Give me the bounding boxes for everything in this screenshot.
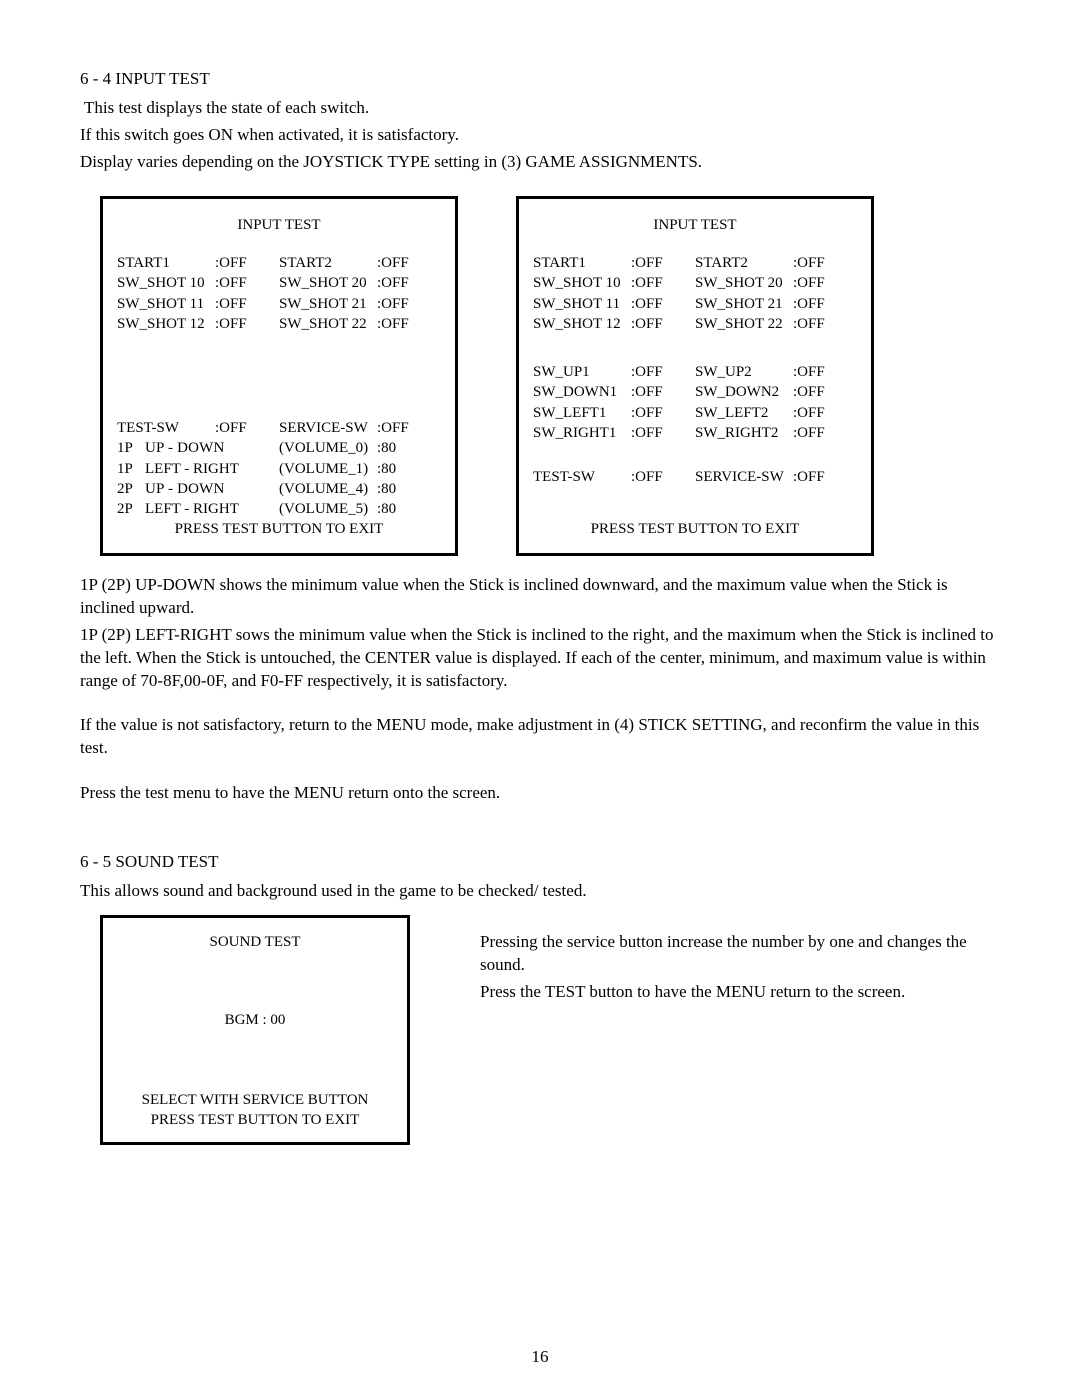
panel-right-colB-bot: SERVICE-SW:OFF xyxy=(695,467,857,487)
sound-side-p2: Press the TEST button to have the MENU r… xyxy=(480,981,1000,1004)
panel-left-colA-bot: TEST-SW:OFF 1PUP - DOWN 1PLEFT - RIGHT 2… xyxy=(117,418,279,519)
kv-row: (VOLUME_0):80 xyxy=(279,438,441,458)
kv-row: SW_SHOT 22:OFF xyxy=(695,314,857,334)
sound-bgm-value: BGM : 00 xyxy=(115,1010,395,1030)
panel-right-colB-top: START2:OFF SW_SHOT 20:OFF SW_SHOT 21:OFF… xyxy=(695,253,857,334)
kv-row: SERVICE-SW:OFF xyxy=(279,418,441,438)
body-p2: 1P (2P) LEFT-RIGHT sows the minimum valu… xyxy=(80,624,1000,693)
panel-mid-cols: SW_UP1:OFF SW_DOWN1:OFF SW_LEFT1:OFF SW_… xyxy=(533,362,857,457)
panel-left-colB-top: START2:OFF SW_SHOT 20:OFF SW_SHOT 21:OFF… xyxy=(279,253,441,334)
sound-panel-footer: SELECT WITH SERVICE BUTTON PRESS TEST BU… xyxy=(103,1090,407,1131)
stick-row: 1PUP - DOWN xyxy=(117,438,279,458)
kv-row: START1:OFF xyxy=(533,253,695,273)
kv-row: TEST-SW:OFF xyxy=(117,418,279,438)
input-test-panel-digital: INPUT TEST START1:OFF SW_SHOT 10:OFF SW_… xyxy=(516,196,874,556)
sound-side-p1: Pressing the service button increase the… xyxy=(480,931,1000,977)
kv-row: SW_SHOT 21:OFF xyxy=(695,294,857,314)
panel-exit-text: PRESS TEST BUTTON TO EXIT xyxy=(519,519,871,539)
panel-bot-cols: TEST-SW:OFF 1PUP - DOWN 1PLEFT - RIGHT 2… xyxy=(117,418,441,519)
kv-row: SW_RIGHT2:OFF xyxy=(695,423,857,443)
kv-row: SW_SHOT 21:OFF xyxy=(279,294,441,314)
body-p4: Press the test menu to have the MENU ret… xyxy=(80,782,1000,805)
panel-right-colB-mid: SW_UP2:OFF SW_DOWN2:OFF SW_LEFT2:OFF SW_… xyxy=(695,362,857,443)
kv-row: SW_SHOT 20:OFF xyxy=(279,273,441,293)
sound-side-text: Pressing the service button increase the… xyxy=(480,915,1000,1008)
panel-top-cols: START1:OFF SW_SHOT 10:OFF SW_SHOT 11:OFF… xyxy=(117,253,441,348)
kv-row: SW_SHOT 10:OFF xyxy=(117,273,279,293)
kv-row: SW_SHOT 11:OFF xyxy=(117,294,279,314)
input-intro-1: This test displays the state of each swi… xyxy=(84,97,1000,120)
kv-row: SW_SHOT 12:OFF xyxy=(533,314,695,334)
panel-bot-cols: TEST-SW:OFF SERVICE-SW:OFF xyxy=(533,467,857,487)
page-number: 16 xyxy=(0,1346,1080,1369)
panel-right-colA-bot: TEST-SW:OFF xyxy=(533,467,695,487)
kv-row: SERVICE-SW:OFF xyxy=(695,467,857,487)
kv-row: SW_LEFT2:OFF xyxy=(695,403,857,423)
stick-row: 1PLEFT - RIGHT xyxy=(117,459,279,479)
panel-left-colB-bot: SERVICE-SW:OFF (VOLUME_0):80 (VOLUME_1):… xyxy=(279,418,441,519)
kv-row: SW_SHOT 12:OFF xyxy=(117,314,279,334)
sound-foot1: SELECT WITH SERVICE BUTTON xyxy=(103,1090,407,1110)
kv-row: SW_UP1:OFF xyxy=(533,362,695,382)
panel-title: INPUT TEST xyxy=(533,215,857,235)
kv-row: SW_SHOT 11:OFF xyxy=(533,294,695,314)
kv-row: SW_DOWN1:OFF xyxy=(533,382,695,402)
kv-row: (VOLUME_5):80 xyxy=(279,499,441,519)
input-test-heading: 6 - 4 INPUT TEST xyxy=(80,68,1000,91)
sound-foot2: PRESS TEST BUTTON TO EXIT xyxy=(103,1110,407,1130)
input-intro-2: If this switch goes ON when activated, i… xyxy=(80,124,1000,147)
panel-top-cols: START1:OFF SW_SHOT 10:OFF SW_SHOT 11:OFF… xyxy=(533,253,857,348)
kv-row: SW_SHOT 20:OFF xyxy=(695,273,857,293)
kv-row: START2:OFF xyxy=(695,253,857,273)
body-p1: 1P (2P) UP-DOWN shows the minimum value … xyxy=(80,574,1000,620)
kv-row: (VOLUME_1):80 xyxy=(279,459,441,479)
sound-panel-title: SOUND TEST xyxy=(115,932,395,952)
panel-right-colA-top: START1:OFF SW_SHOT 10:OFF SW_SHOT 11:OFF… xyxy=(533,253,695,334)
input-test-panel-analog: INPUT TEST START1:OFF SW_SHOT 10:OFF SW_… xyxy=(100,196,458,556)
sound-test-heading: 6 - 5 SOUND TEST xyxy=(80,851,1000,874)
kv-row: SW_LEFT1:OFF xyxy=(533,403,695,423)
stick-row: 2PUP - DOWN xyxy=(117,479,279,499)
document-page: 6 - 4 INPUT TEST This test displays the … xyxy=(0,0,1080,1397)
kv-row: SW_UP2:OFF xyxy=(695,362,857,382)
kv-row: SW_SHOT 22:OFF xyxy=(279,314,441,334)
kv-row: TEST-SW:OFF xyxy=(533,467,695,487)
sound-intro: This allows sound and background used in… xyxy=(80,880,1000,903)
kv-row: SW_DOWN2:OFF xyxy=(695,382,857,402)
sound-test-panel: SOUND TEST BGM : 00 SELECT WITH SERVICE … xyxy=(100,915,410,1145)
panel-exit-text: PRESS TEST BUTTON TO EXIT xyxy=(103,519,455,539)
panel-right-colA-mid: SW_UP1:OFF SW_DOWN1:OFF SW_LEFT1:OFF SW_… xyxy=(533,362,695,443)
panel-left-colA-top: START1:OFF SW_SHOT 10:OFF SW_SHOT 11:OFF… xyxy=(117,253,279,334)
kv-row: START2:OFF xyxy=(279,253,441,273)
input-test-panels-row: INPUT TEST START1:OFF SW_SHOT 10:OFF SW_… xyxy=(100,196,1000,556)
sound-row: SOUND TEST BGM : 00 SELECT WITH SERVICE … xyxy=(100,915,1000,1145)
body-p3: If the value is not satisfactory, return… xyxy=(80,714,1000,760)
kv-row: START1:OFF xyxy=(117,253,279,273)
kv-row: (VOLUME_4):80 xyxy=(279,479,441,499)
kv-row: SW_RIGHT1:OFF xyxy=(533,423,695,443)
panel-title: INPUT TEST xyxy=(117,215,441,235)
stick-row: 2PLEFT - RIGHT xyxy=(117,499,279,519)
input-intro-3: Display varies depending on the JOYSTICK… xyxy=(80,151,1000,174)
kv-row: SW_SHOT 10:OFF xyxy=(533,273,695,293)
